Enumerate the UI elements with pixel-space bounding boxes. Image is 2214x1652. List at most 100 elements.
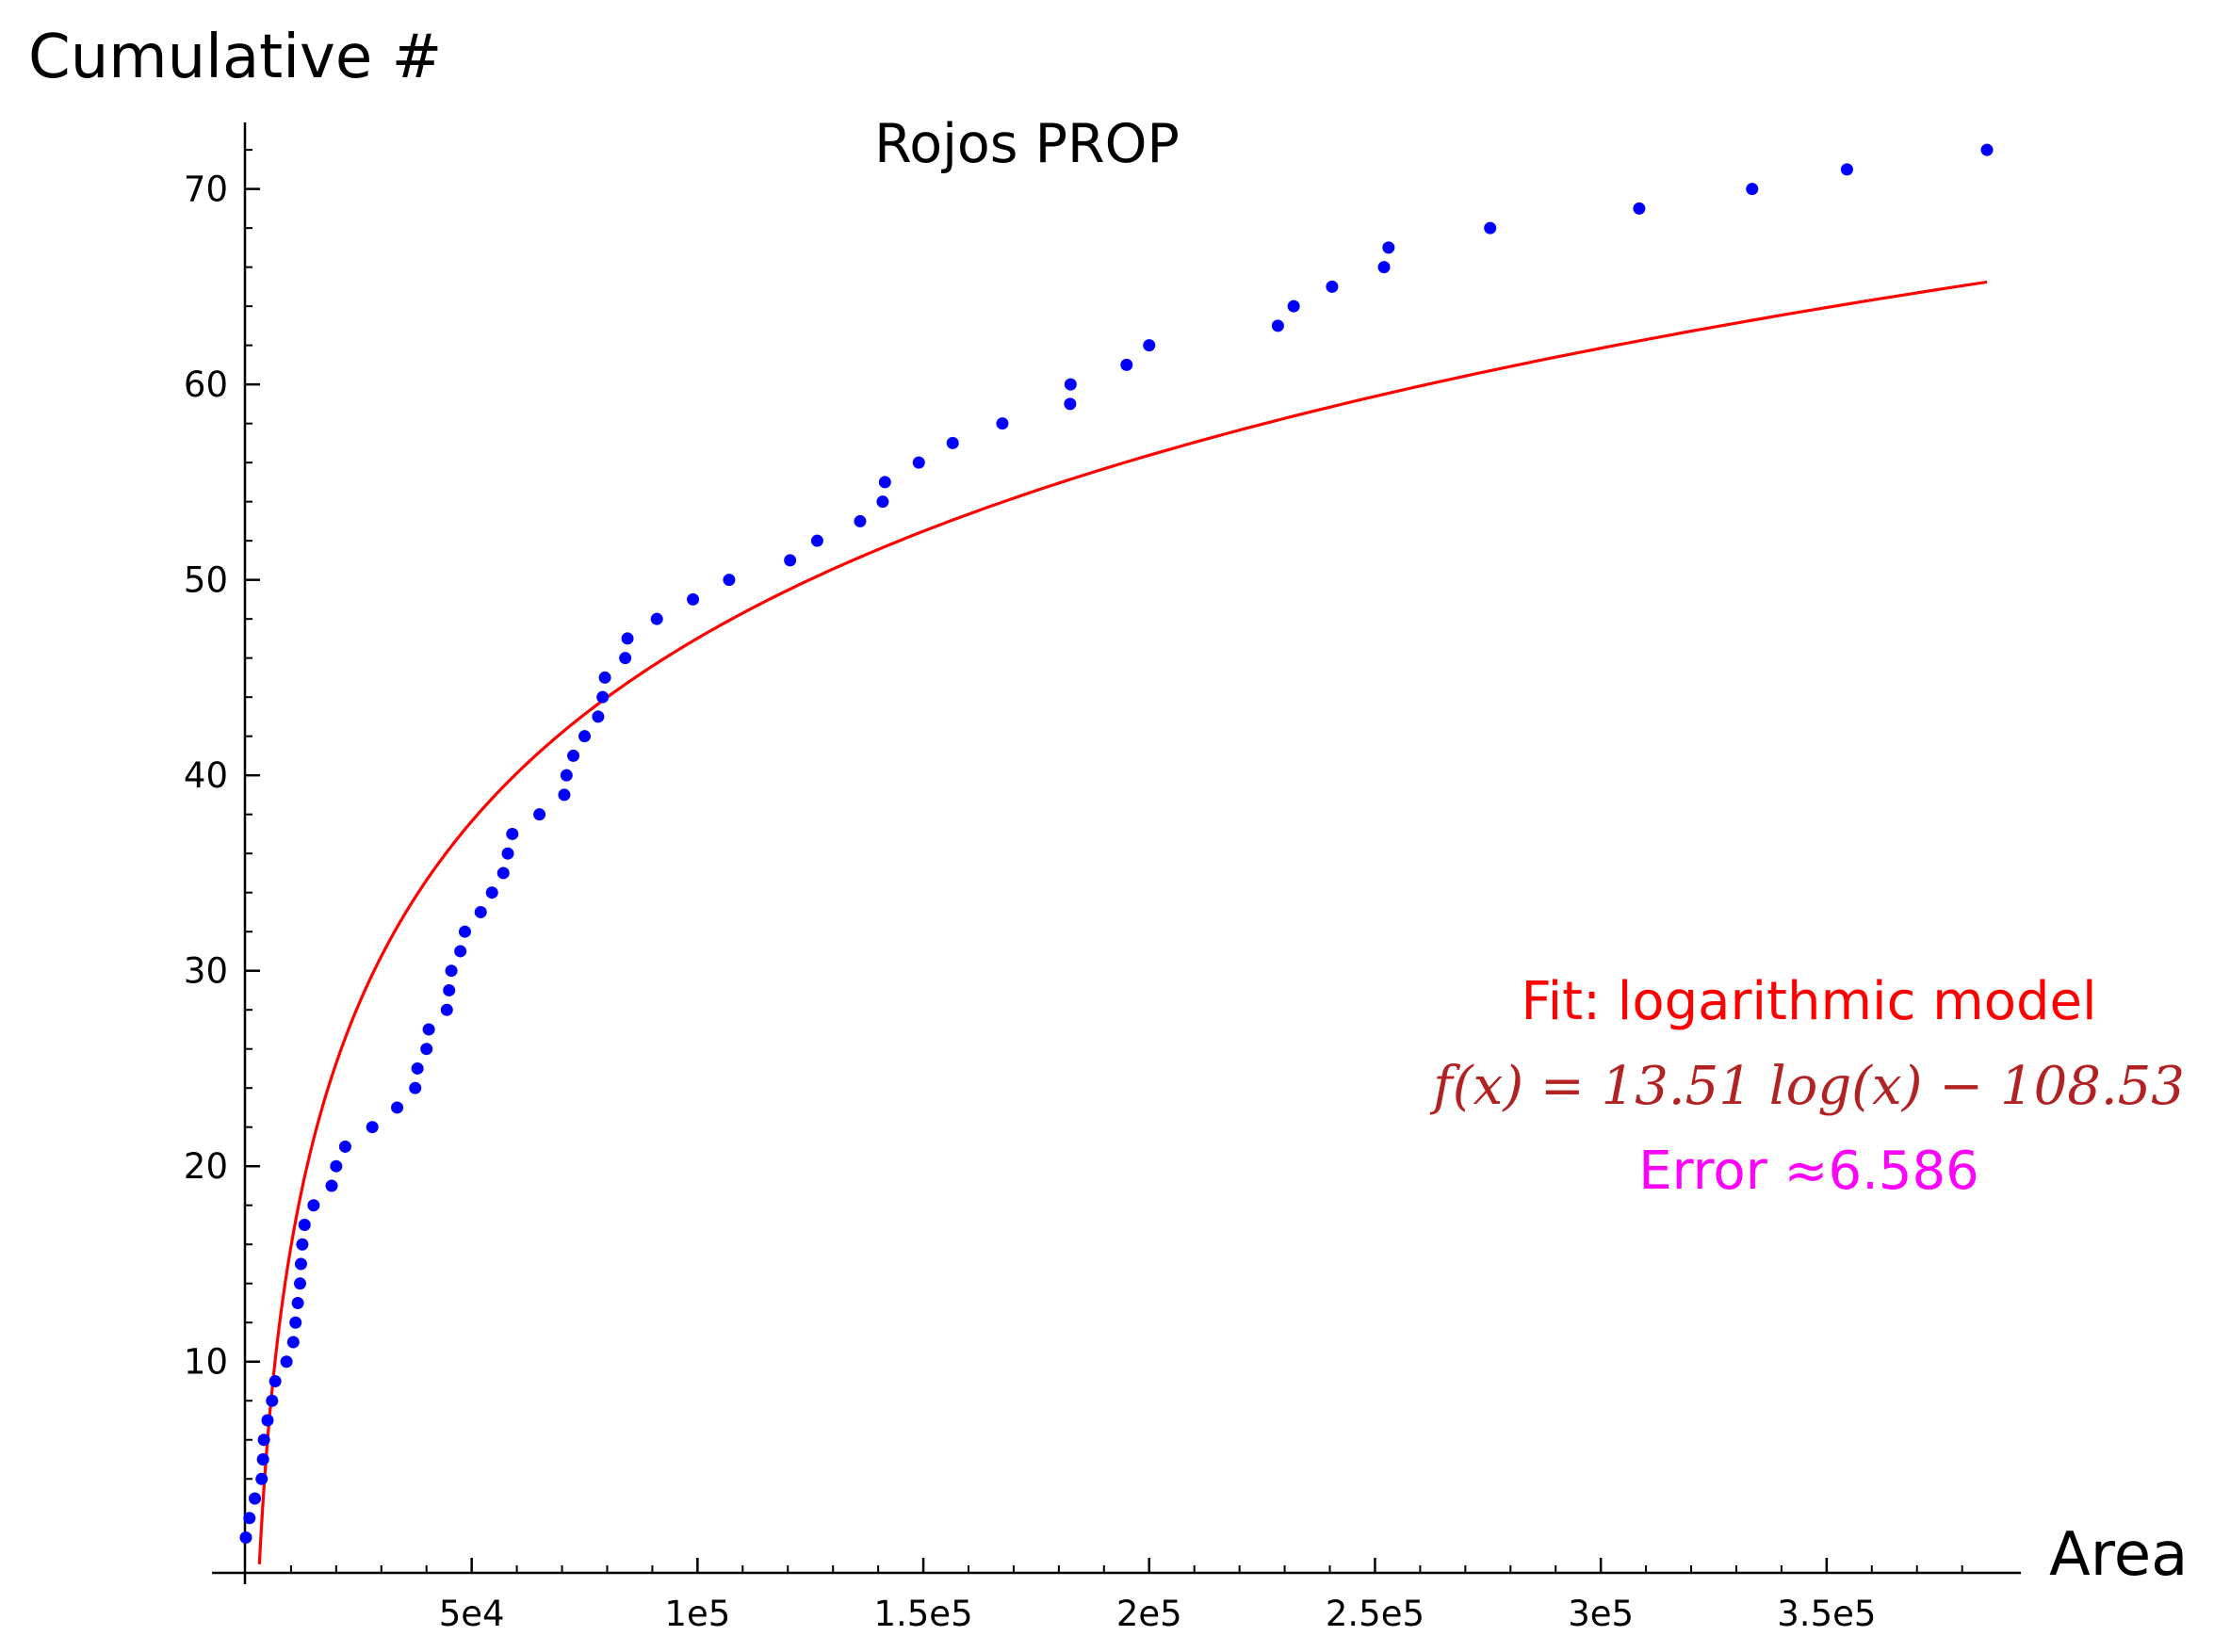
- data-point: [440, 1003, 453, 1016]
- y-tick-label: 50: [184, 560, 228, 601]
- y-tick-label: 70: [184, 170, 228, 210]
- x-tick-label: 3e5: [1568, 1594, 1634, 1634]
- data-point: [723, 574, 736, 587]
- data-point: [533, 808, 546, 821]
- data-point: [445, 964, 458, 978]
- data-point: [1484, 221, 1497, 235]
- data-point: [1271, 319, 1284, 332]
- x-tick-label: 2.5e5: [1326, 1594, 1424, 1634]
- y-tick-label: 20: [184, 1146, 228, 1187]
- data-point: [391, 1101, 404, 1114]
- data-point: [325, 1179, 338, 1192]
- fit-curve-layer: [257, 280, 1988, 1564]
- fit-label: Fit: logarithmic model: [1521, 971, 2096, 1032]
- y-tick-labels: 10 20 30 40 50 60 70: [184, 170, 228, 1383]
- data-point: [784, 554, 797, 567]
- data-point: [621, 632, 634, 645]
- fit-error: Error ≈6.586: [1638, 1141, 1979, 1202]
- x-axis-label: Area: [2049, 1520, 2188, 1590]
- data-point: [497, 866, 510, 880]
- data-point: [280, 1355, 293, 1369]
- data-point: [296, 1238, 309, 1251]
- data-point: [411, 1061, 424, 1075]
- data-point: [366, 1121, 379, 1134]
- data-point: [294, 1257, 307, 1271]
- data-point: [687, 592, 700, 606]
- data-point: [293, 1277, 306, 1290]
- data-point: [592, 710, 605, 723]
- data-point: [1377, 261, 1391, 274]
- axes: [212, 122, 2021, 1584]
- data-point: [422, 1023, 435, 1036]
- data-point: [1633, 202, 1646, 215]
- data-point: [596, 690, 610, 704]
- data-point: [1287, 300, 1300, 313]
- data-point: [256, 1452, 269, 1466]
- data-point: [1064, 378, 1077, 391]
- data-point: [286, 1336, 300, 1349]
- data-point: [854, 514, 867, 527]
- data-point: [619, 652, 632, 665]
- data-point: [443, 983, 456, 996]
- data-point: [1143, 339, 1156, 352]
- data-point: [243, 1512, 256, 1525]
- x-tick-label: 2e5: [1116, 1594, 1182, 1634]
- data-point: [269, 1374, 282, 1387]
- data-point: [912, 456, 925, 469]
- data-point: [996, 417, 1009, 430]
- data-point: [474, 905, 487, 918]
- data-point: [1326, 280, 1339, 293]
- data-point: [330, 1159, 343, 1173]
- data-point: [458, 925, 471, 938]
- data-point: [560, 769, 573, 782]
- y-tick-label: 10: [184, 1342, 228, 1383]
- chart-title: Rojos PROP: [874, 113, 1180, 175]
- data-point: [298, 1218, 311, 1231]
- data-point: [409, 1081, 422, 1094]
- data-point: [338, 1140, 351, 1153]
- x-tick-label: 3.5e5: [1777, 1594, 1876, 1634]
- data-point: [1840, 163, 1853, 176]
- data-point: [1746, 183, 1759, 196]
- data-point: [578, 730, 592, 743]
- data-point: [307, 1199, 320, 1212]
- data-point: [239, 1531, 252, 1544]
- data-point: [558, 788, 571, 802]
- x-tick-label: 1e5: [664, 1594, 730, 1634]
- y-axis-label: Cumulative #: [28, 23, 442, 92]
- data-point: [810, 534, 823, 547]
- data-point: [567, 749, 580, 762]
- data-points: [239, 143, 1994, 1544]
- data-point: [1980, 143, 1994, 156]
- data-point: [289, 1316, 302, 1329]
- data-point: [501, 847, 514, 860]
- data-point: [1120, 358, 1133, 371]
- data-point: [261, 1414, 274, 1427]
- fit-formula: f(x) = 13.51 log(x) − 108.53: [1429, 1056, 2185, 1117]
- data-point: [598, 671, 611, 684]
- data-point: [420, 1043, 433, 1056]
- data-point: [1064, 397, 1077, 411]
- data-point: [506, 827, 519, 840]
- y-tick-label: 40: [184, 755, 228, 796]
- data-point: [249, 1492, 262, 1505]
- x-tick-label: 1.5e5: [873, 1594, 972, 1634]
- x-tick-label: 5e4: [439, 1594, 505, 1634]
- data-point: [257, 1433, 270, 1447]
- data-point: [255, 1472, 269, 1485]
- data-point: [876, 495, 889, 509]
- data-point: [266, 1394, 279, 1407]
- data-point: [485, 886, 498, 899]
- data-point: [454, 945, 467, 958]
- data-point: [291, 1296, 304, 1309]
- data-point: [878, 476, 891, 489]
- data-point: [946, 436, 959, 449]
- x-tick-labels: 5e4 1e5 1.5e5 2e5 2.5e5 3e5 3.5e5: [439, 1594, 1877, 1634]
- y-tick-label: 30: [184, 951, 228, 992]
- data-point: [1382, 241, 1395, 254]
- fit-curve: [257, 280, 1988, 1564]
- data-point: [650, 612, 663, 625]
- y-tick-label: 60: [184, 364, 228, 405]
